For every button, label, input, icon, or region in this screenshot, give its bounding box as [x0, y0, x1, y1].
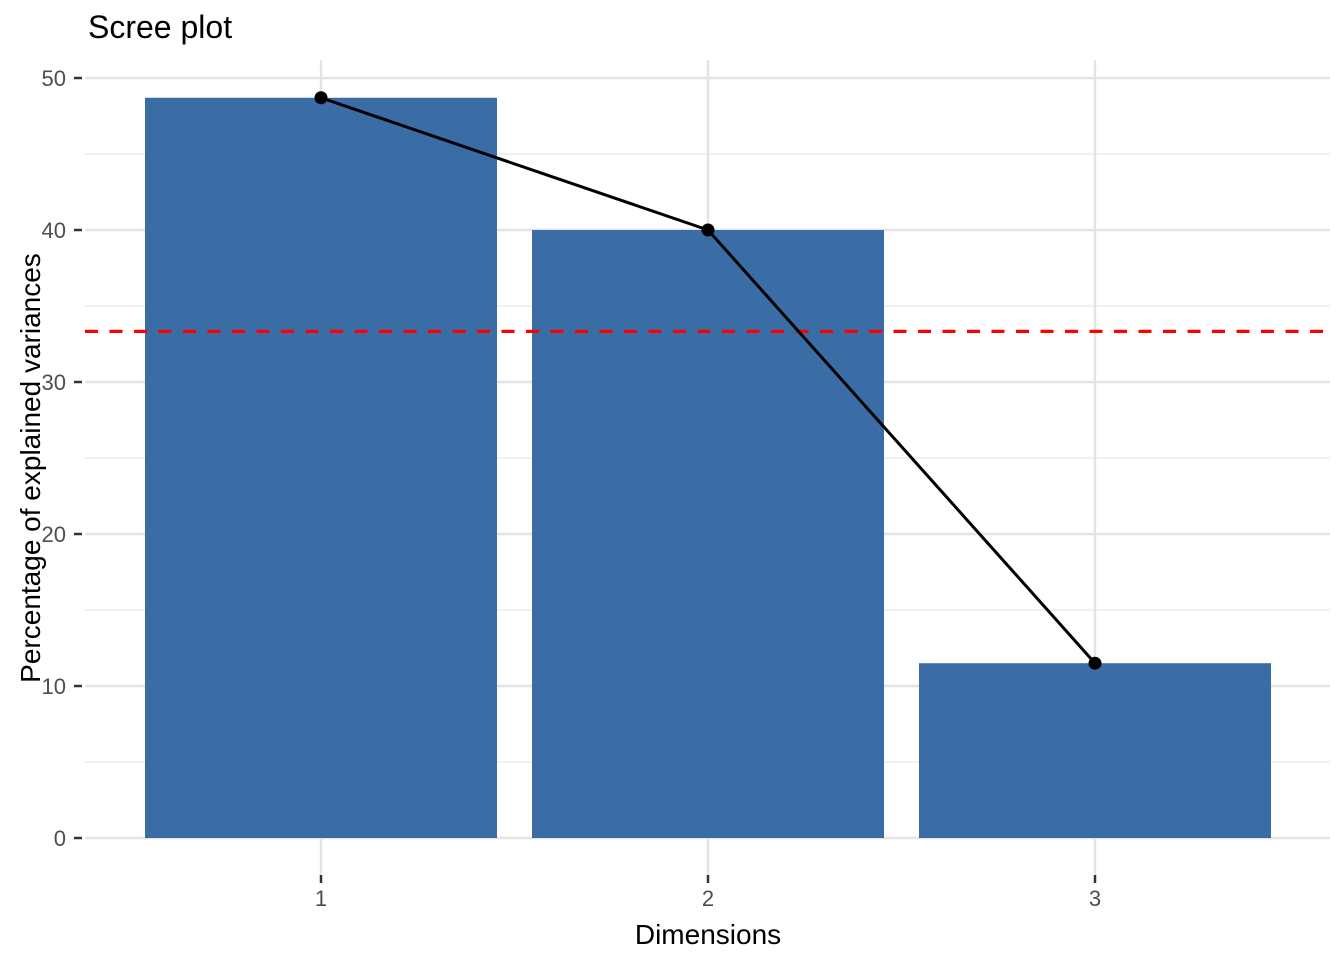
point-series: [314, 91, 1102, 670]
x-axis-title: Dimensions: [635, 919, 781, 950]
data-point-dimension-1: [314, 91, 328, 105]
y-tick-label-20: 20: [42, 522, 66, 547]
data-point-dimension-3: [1088, 656, 1102, 670]
axis-tick-labels: 0 10 20 30 40 50 1 2 3: [42, 66, 1102, 911]
y-tick-label-0: 0: [54, 826, 66, 851]
y-tick-label-40: 40: [42, 218, 66, 243]
axis-tick-marks: [74, 76, 1097, 883]
y-tick-label-30: 30: [42, 370, 66, 395]
x-tick-label-1: 1: [315, 886, 327, 911]
bar-dimension-2: [532, 230, 884, 838]
x-tick-label-3: 3: [1089, 886, 1101, 911]
bar-dimension-1: [145, 97, 497, 838]
x-tick-label-2: 2: [702, 886, 714, 911]
y-tick-label-50: 50: [42, 66, 66, 91]
chart-title: Scree plot: [88, 9, 232, 45]
y-tick-label-10: 10: [42, 674, 66, 699]
y-axis-title: Percentage of explained variances: [15, 253, 46, 683]
bar-dimension-3: [919, 663, 1271, 838]
data-point-dimension-2: [701, 223, 715, 237]
